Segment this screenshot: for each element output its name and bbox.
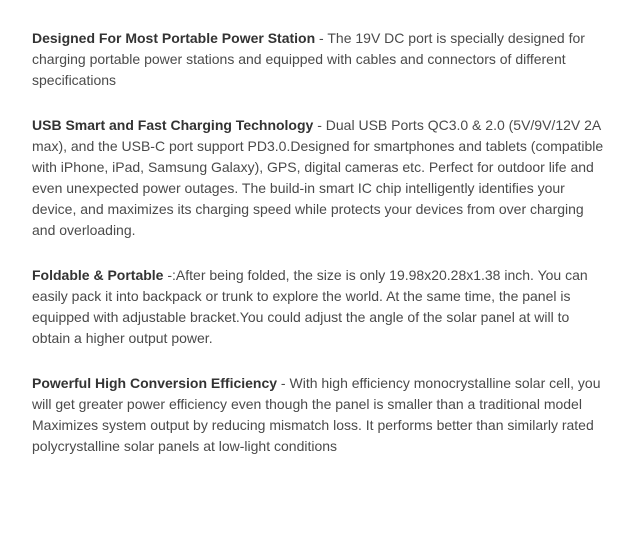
feature-separator: -:: [163, 267, 175, 283]
feature-block: Powerful High Conversion Efficiency - Wi…: [32, 373, 605, 457]
feature-block: Foldable & Portable -:After being folded…: [32, 265, 605, 349]
feature-title: Powerful High Conversion Efficiency: [32, 375, 277, 391]
feature-separator: -: [313, 117, 325, 133]
feature-title: Foldable & Portable: [32, 267, 163, 283]
feature-title: USB Smart and Fast Charging Technology: [32, 117, 313, 133]
feature-separator: -: [277, 375, 289, 391]
feature-separator: -: [315, 30, 327, 46]
feature-body: Dual USB Ports QC3.0 & 2.0 (5V/9V/12V 2A…: [32, 117, 603, 238]
feature-title: Designed For Most Portable Power Station: [32, 30, 315, 46]
feature-block: Designed For Most Portable Power Station…: [32, 28, 605, 91]
feature-block: USB Smart and Fast Charging Technology -…: [32, 115, 605, 241]
